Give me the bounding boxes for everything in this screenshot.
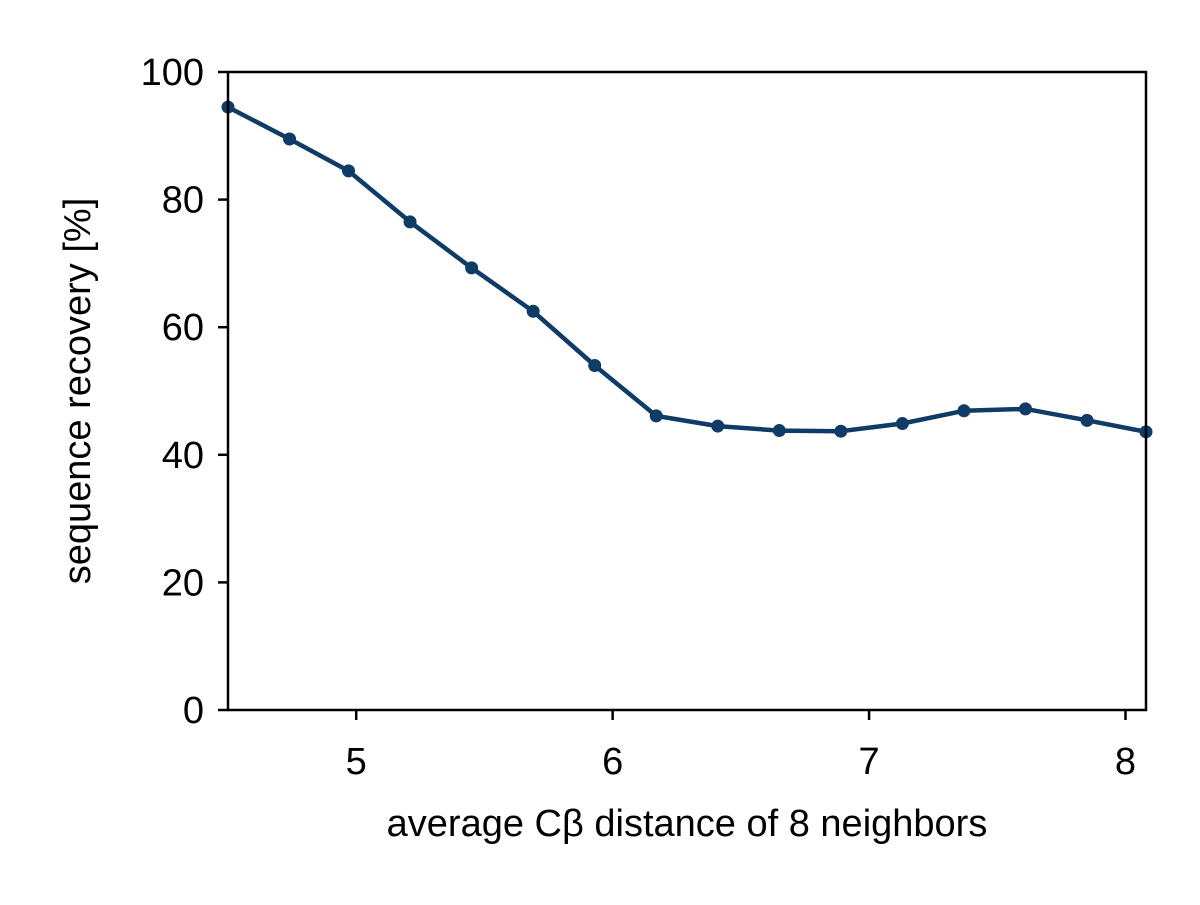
plot-frame — [226, 70, 1148, 712]
data-point — [772, 424, 786, 438]
y-tick-label: 0 — [183, 690, 204, 732]
data-point — [834, 424, 848, 438]
data-point — [957, 404, 971, 418]
series-line — [225, 104, 1149, 435]
y-axis-title: sequence recovery [%] — [57, 198, 99, 585]
y-tick-label: 80 — [162, 180, 204, 222]
x-axis-title: average Cβ distance of 8 neighbors — [387, 803, 988, 845]
data-point — [895, 417, 909, 431]
y-tick-label: 60 — [162, 307, 204, 349]
y-tick-label: 20 — [162, 562, 204, 604]
data-point — [1080, 413, 1094, 427]
x-tick-label: 6 — [602, 741, 623, 783]
x-tick-label: 8 — [1115, 741, 1136, 783]
y-tick-label: 40 — [162, 435, 204, 477]
x-tick-label: 5 — [346, 741, 367, 783]
x-tick-label: 7 — [858, 741, 879, 783]
data-point — [1018, 402, 1032, 416]
data-point — [711, 419, 725, 433]
series-layer — [221, 100, 1153, 439]
data-point — [465, 261, 479, 275]
data-point — [588, 358, 602, 372]
data-point — [403, 215, 417, 229]
data-point — [526, 304, 540, 318]
y-tick-label: 100 — [141, 52, 204, 94]
data-point — [283, 132, 297, 146]
data-point — [342, 164, 356, 178]
data-point — [649, 409, 663, 423]
